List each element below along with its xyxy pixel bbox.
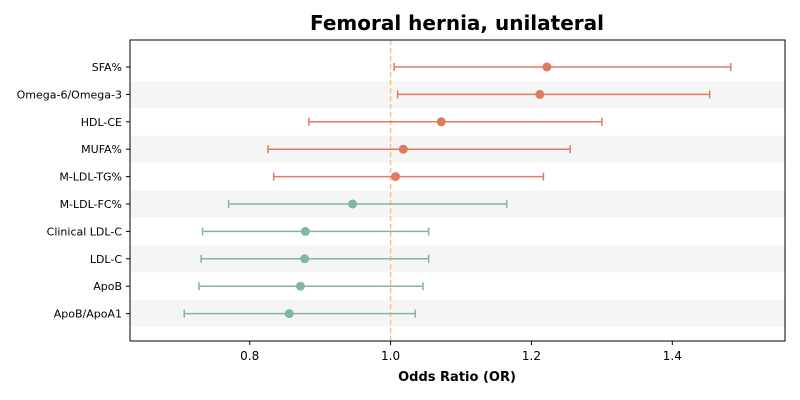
category-label: MUFA% xyxy=(81,143,122,156)
category-label: Clinical LDL-C xyxy=(47,225,123,238)
x-tick-label: 1.2 xyxy=(522,349,541,363)
category-label: M-LDL-FC% xyxy=(60,198,122,211)
or-point xyxy=(436,117,446,127)
or-point xyxy=(348,199,358,209)
category-label: HDL-CE xyxy=(81,116,122,129)
x-tick-label: 1.0 xyxy=(381,349,400,363)
or-point xyxy=(398,144,408,154)
x-axis-label: Odds Ratio (OR) xyxy=(398,370,516,385)
x-tick-label: 0.8 xyxy=(240,349,259,363)
x-tick-label: 1.4 xyxy=(663,349,682,363)
or-point xyxy=(284,309,294,319)
category-label: SFA% xyxy=(92,61,122,74)
or-point xyxy=(300,254,310,264)
chart-marks xyxy=(183,62,732,319)
x-axis: 0.8 1.0 1.2 1.4 xyxy=(240,341,682,363)
or-point xyxy=(391,172,401,182)
or-point xyxy=(295,281,305,291)
or-point xyxy=(535,89,545,99)
category-labels: SFA% Omega-6/Omega-3 HDL-CE MUFA% M-LDL-TG% M… xyxy=(17,61,130,321)
category-label: ApoB/ApoA1 xyxy=(54,308,122,321)
category-label: M-LDL-TG% xyxy=(59,171,122,184)
or-point xyxy=(300,226,310,236)
category-label: Omega-6/Omega-3 xyxy=(17,88,122,101)
chart-title: Femoral hernia, unilateral xyxy=(310,11,604,35)
category-label: LDL-C xyxy=(90,253,123,266)
category-label: ApoB xyxy=(93,280,122,293)
or-point xyxy=(542,62,552,72)
plot-frame xyxy=(129,39,786,342)
